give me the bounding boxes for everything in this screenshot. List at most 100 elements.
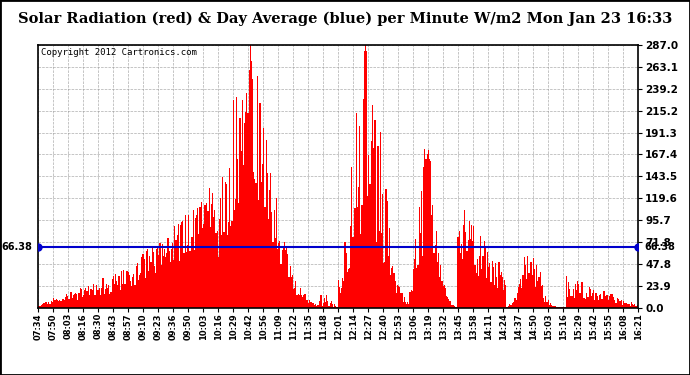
Bar <box>132 277 133 308</box>
Bar <box>542 285 543 308</box>
Bar <box>180 225 181 308</box>
Bar <box>206 202 208 308</box>
Bar <box>584 298 585 307</box>
Bar <box>259 102 260 308</box>
Bar <box>473 226 475 308</box>
Bar <box>613 300 615 307</box>
Bar <box>323 303 324 307</box>
Bar <box>229 168 230 308</box>
Bar <box>72 295 74 307</box>
Bar <box>531 275 533 308</box>
Bar <box>618 299 620 307</box>
Bar <box>333 306 334 308</box>
Bar <box>587 297 589 307</box>
Bar <box>423 167 424 308</box>
Bar <box>115 274 116 308</box>
Bar <box>634 304 635 307</box>
Bar <box>178 224 179 308</box>
Bar <box>165 257 166 307</box>
Bar <box>575 284 576 308</box>
Bar <box>469 221 470 308</box>
Bar <box>388 256 389 308</box>
Bar <box>141 257 142 307</box>
Bar <box>364 51 365 308</box>
Bar <box>494 285 495 308</box>
Bar <box>60 301 61 307</box>
Bar <box>503 290 504 308</box>
Bar <box>446 296 447 307</box>
Bar <box>358 187 359 308</box>
Bar <box>252 79 253 308</box>
Bar <box>319 302 320 307</box>
Bar <box>435 231 437 308</box>
Bar <box>375 120 376 308</box>
Bar <box>300 288 301 308</box>
Bar <box>574 298 575 307</box>
Bar <box>83 295 84 307</box>
Bar <box>590 289 591 308</box>
Bar <box>520 279 521 308</box>
Bar <box>381 233 382 308</box>
Bar <box>145 278 146 308</box>
Bar <box>315 304 316 307</box>
Bar <box>595 293 597 308</box>
Bar <box>598 300 599 307</box>
Bar <box>339 292 341 308</box>
Bar <box>146 251 147 308</box>
Bar <box>217 231 218 308</box>
Bar <box>624 303 625 307</box>
Bar <box>383 263 384 308</box>
Bar <box>318 305 319 308</box>
Bar <box>495 263 496 308</box>
Bar <box>215 233 217 308</box>
Bar <box>470 239 471 308</box>
Bar <box>46 304 48 307</box>
Bar <box>39 306 41 308</box>
Bar <box>284 242 285 308</box>
Bar <box>219 219 220 308</box>
Bar <box>480 236 482 308</box>
Bar <box>199 207 201 308</box>
Bar <box>482 256 484 308</box>
Bar <box>365 45 366 308</box>
Bar <box>420 233 421 308</box>
Bar <box>93 284 95 308</box>
Bar <box>239 118 241 308</box>
Bar <box>589 287 590 308</box>
Bar <box>597 296 598 307</box>
Bar <box>84 290 86 308</box>
Bar <box>540 272 541 308</box>
Bar <box>328 306 330 308</box>
Bar <box>61 301 63 307</box>
Bar <box>359 126 360 308</box>
Bar <box>491 261 493 308</box>
Bar <box>428 159 430 308</box>
Bar <box>447 297 448 307</box>
Bar <box>43 303 44 307</box>
Bar <box>533 258 534 308</box>
Bar <box>51 301 52 307</box>
Bar <box>363 99 364 308</box>
Bar <box>461 244 462 308</box>
Bar <box>55 300 56 307</box>
Bar <box>524 265 526 308</box>
Bar <box>66 294 67 308</box>
Bar <box>147 249 148 308</box>
Bar <box>511 305 512 308</box>
Bar <box>538 278 540 308</box>
Bar <box>380 132 381 308</box>
Bar <box>276 198 277 308</box>
Text: 66.38: 66.38 <box>1 242 32 252</box>
Bar <box>438 253 439 308</box>
Bar <box>368 155 369 308</box>
Bar <box>226 184 227 308</box>
Bar <box>110 292 112 308</box>
Bar <box>221 236 222 308</box>
Bar <box>158 255 159 308</box>
Bar <box>131 286 132 308</box>
Bar <box>349 268 350 308</box>
Bar <box>576 290 578 308</box>
Bar <box>549 304 550 307</box>
Bar <box>371 141 372 308</box>
Bar <box>332 304 333 307</box>
